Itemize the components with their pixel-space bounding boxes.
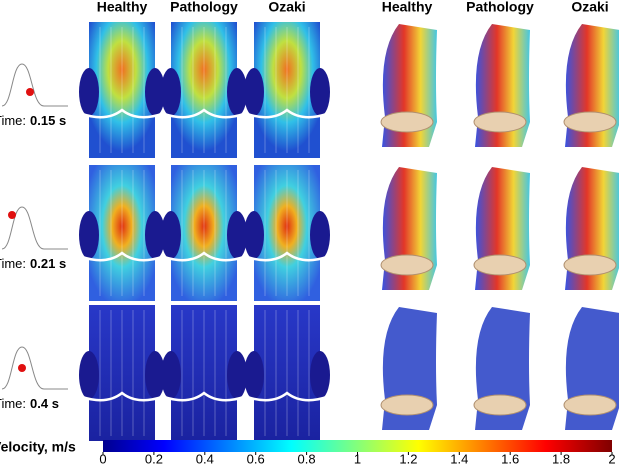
pulse-curve	[1, 206, 68, 250]
flow-field	[254, 22, 320, 158]
time-label: Time:0.15 s	[0, 113, 66, 128]
sinus	[79, 68, 99, 116]
column-header: Ozaki	[571, 0, 608, 15]
flow-field	[254, 305, 320, 441]
flow-panel-2d	[244, 22, 330, 158]
pulse-dot	[18, 364, 26, 372]
valve	[380, 394, 434, 416]
valve	[473, 394, 527, 416]
pulse-dot	[26, 88, 34, 96]
flow-panel-3d	[380, 24, 437, 147]
flow-panel-3d	[563, 307, 619, 430]
leaflet	[163, 108, 245, 119]
leaflet	[81, 251, 163, 262]
valve	[563, 111, 617, 133]
valve	[563, 394, 617, 416]
flow-panel-2d	[161, 22, 247, 158]
colorbar-tick-label: 0.6	[247, 451, 265, 464]
flow-panel-2d	[79, 165, 165, 301]
column-header: Healthy	[97, 0, 148, 15]
sinus	[145, 68, 165, 116]
colorbar-tick-label: 1.2	[399, 451, 417, 464]
sinus	[161, 68, 181, 116]
sinus	[227, 211, 247, 259]
flow-panel-2d	[79, 305, 165, 441]
valve	[380, 254, 434, 276]
time-label: Time:0.21 s	[0, 256, 66, 271]
valve	[380, 111, 434, 133]
flow-field	[171, 165, 237, 301]
sinus	[145, 351, 165, 399]
leaflet	[246, 108, 328, 119]
valve	[473, 111, 527, 133]
pulse-dot	[8, 211, 16, 219]
time-label: Time:0.4 s	[0, 396, 59, 411]
colorbar-tick-label: 2	[608, 451, 615, 464]
flow-panel-2d	[244, 165, 330, 301]
colorbar-tick-label: 0	[99, 451, 106, 464]
sinus	[227, 68, 247, 116]
flow-field	[171, 22, 237, 158]
pulse-curve	[1, 63, 68, 107]
sinus	[227, 351, 247, 399]
column-header: Healthy	[382, 0, 433, 15]
panels	[1, 22, 619, 441]
flow-panel-3d	[563, 24, 619, 147]
colorbar-tick-label: 0.8	[298, 451, 316, 464]
colorbar-tick-label: 1	[354, 451, 361, 464]
flow-panel-3d	[380, 167, 437, 290]
colorbar-tick-label: 0.4	[196, 451, 214, 464]
column-header: Ozaki	[268, 0, 305, 15]
leaflet	[81, 391, 163, 402]
flow-panel-3d	[473, 307, 530, 430]
flow-field	[89, 22, 155, 158]
flow-panel-2d	[244, 305, 330, 441]
leaflet	[163, 391, 245, 402]
sinus	[310, 68, 330, 116]
flow-panel-3d	[563, 167, 619, 290]
valve	[473, 254, 527, 276]
colorbar-tick-label: 1.6	[501, 451, 519, 464]
colorbar-label: Velocity, m/s	[0, 439, 76, 455]
flow-panel-2d	[161, 165, 247, 301]
sinus	[145, 211, 165, 259]
sinus	[79, 351, 99, 399]
flow-field	[171, 305, 237, 441]
valve	[563, 254, 617, 276]
column-header: Pathology	[170, 0, 238, 15]
leaflet	[81, 108, 163, 119]
pulse-curve	[1, 346, 68, 390]
sinus	[244, 211, 264, 259]
flow-panel-2d	[161, 305, 247, 441]
leaflet	[163, 251, 245, 262]
sinus	[310, 351, 330, 399]
sinus	[244, 68, 264, 116]
leaflet	[246, 251, 328, 262]
flow-field	[254, 165, 320, 301]
flow-panel-3d	[473, 167, 530, 290]
sinus	[310, 211, 330, 259]
sinus	[161, 351, 181, 399]
sinus	[79, 211, 99, 259]
flow-panel-3d	[473, 24, 530, 147]
flow-field	[89, 165, 155, 301]
flow-panel-3d	[380, 307, 437, 430]
column-header: Pathology	[466, 0, 534, 15]
colorbar-tick-label: 0.2	[145, 451, 163, 464]
colorbar	[103, 440, 612, 452]
colorbar-tick-label: 1.4	[450, 451, 468, 464]
sinus	[161, 211, 181, 259]
sinus	[244, 351, 264, 399]
leaflet	[246, 391, 328, 402]
colorbar-tick-label: 1.8	[552, 451, 570, 464]
flow-panel-2d	[79, 22, 165, 158]
flow-field	[89, 305, 155, 441]
